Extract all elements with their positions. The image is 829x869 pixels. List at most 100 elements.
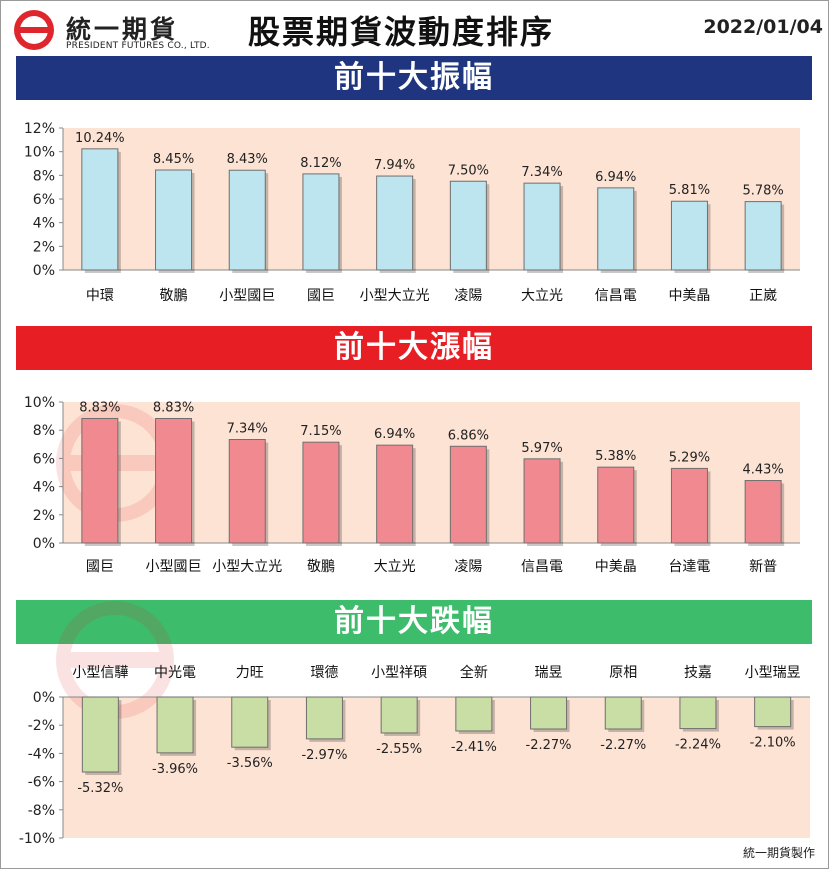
amplitude-category-label: 信昌電 <box>595 288 637 304</box>
amplitude-category-label: 凌陽 <box>454 288 482 304</box>
page-title: 股票期貨波動度排序 <box>248 13 555 51</box>
gain-value-label: 6.94% <box>374 427 415 442</box>
gain-category-label: 小型國巨 <box>146 559 202 575</box>
loss-y-tick-label: -6% <box>28 775 55 791</box>
company-sub-name: PRESIDENT FUTURES CO., LTD. <box>66 41 210 51</box>
gain-y-tick-label: 6% <box>33 451 55 467</box>
footer-credit: 統一期貨製作 <box>742 846 815 860</box>
amplitude-bar <box>376 175 414 271</box>
gain-bar <box>597 466 635 544</box>
amplitude-value-label: 8.45% <box>153 152 194 167</box>
amplitude-bar <box>523 182 561 271</box>
gain-value-label: 7.15% <box>300 424 341 439</box>
loss-category-label: 技嘉 <box>684 665 712 681</box>
loss-bar <box>754 696 792 728</box>
gain-category-label: 信昌電 <box>521 559 563 575</box>
loss-bar <box>156 696 194 754</box>
amplitude-value-label: 8.12% <box>300 156 341 171</box>
gain-bar <box>376 444 414 544</box>
amplitude-bar <box>228 169 266 271</box>
gain-value-label: 5.97% <box>521 441 562 456</box>
amplitude-y-tick-label: 4% <box>33 216 55 232</box>
loss-category-label: 小型瑞昱 <box>745 665 801 681</box>
loss-value-label: -3.96% <box>152 762 198 777</box>
amplitude-y-tick-label: 10% <box>24 145 55 161</box>
amplitude-bar <box>81 148 119 271</box>
gain-category-label: 中美晶 <box>595 559 637 575</box>
loss-value-label: -2.55% <box>376 742 422 757</box>
loss-category-label: 全新 <box>460 664 488 681</box>
gain-y-tick-label: 8% <box>33 423 55 439</box>
gain-value-label: 8.83% <box>79 400 120 415</box>
gain-y-tick-label: 10% <box>24 395 55 411</box>
gain-value-label: 8.83% <box>153 400 194 415</box>
gain-bar <box>81 417 119 544</box>
loss-bar <box>604 696 642 730</box>
company-name: 統一期貨 <box>66 15 179 44</box>
loss-category-label: 原相 <box>609 665 637 681</box>
loss-bar <box>81 696 119 773</box>
amplitude-bar <box>302 173 340 271</box>
gain-value-label: 5.38% <box>595 449 636 464</box>
gain-value-label: 6.86% <box>448 428 489 443</box>
logo-emblem-bar <box>17 27 51 33</box>
gain-bar <box>449 445 487 544</box>
amplitude-y-tick-label: 8% <box>33 168 55 184</box>
loss-bar <box>305 696 343 740</box>
loss-category-label: 瑞昱 <box>535 665 563 681</box>
amplitude-category-label: 國巨 <box>307 288 335 304</box>
amplitude-value-label: 7.94% <box>374 158 415 173</box>
loss-value-label: -2.97% <box>301 748 347 763</box>
loss-value-label: -5.32% <box>77 781 123 796</box>
loss-value-label: -3.56% <box>227 756 273 771</box>
loss-y-tick-label: -4% <box>28 746 55 762</box>
amplitude-banner: 前十大振幅 <box>16 56 812 100</box>
loss-category-label: 小型信驊 <box>72 665 128 681</box>
loss-value-label: -2.24% <box>675 738 721 753</box>
gain-bar <box>523 458 561 544</box>
gain-category-label: 新普 <box>749 559 777 575</box>
gain-y-tick-label: 2% <box>33 508 55 524</box>
gain-bar <box>670 467 708 544</box>
amplitude-category-label: 小型大立光 <box>360 288 430 304</box>
amplitude-value-label: 5.81% <box>669 183 710 198</box>
amplitude-y-tick-label: 2% <box>33 239 55 255</box>
gain-category-label: 大立光 <box>374 559 416 575</box>
amplitude-category-label: 小型國巨 <box>219 288 275 304</box>
amplitude-category-label: 中美晶 <box>668 288 710 304</box>
gain-bar <box>228 439 266 544</box>
amplitude-y-tick-label: 0% <box>33 263 55 279</box>
amplitude-value-label: 10.24% <box>75 131 125 146</box>
amplitude-bar <box>449 180 487 271</box>
gain-banner: 前十大漲幅 <box>16 326 812 370</box>
loss-y-tick-label: -2% <box>28 718 55 734</box>
amplitude-value-label: 7.34% <box>521 165 562 180</box>
gain-bar <box>302 441 340 544</box>
gain-y-tick-label: 0% <box>33 536 55 552</box>
loss-chart-title: 前十大跌幅 <box>334 604 494 639</box>
gain-value-label: 7.34% <box>227 422 268 437</box>
amplitude-category-label: 中環 <box>86 288 114 304</box>
loss-category-label: 中光電 <box>154 665 196 681</box>
amplitude-value-label: 7.50% <box>448 163 489 178</box>
amplitude-category-label: 正崴 <box>749 288 777 304</box>
loss-category-label: 環德 <box>310 665 338 681</box>
gain-category-label: 小型大立光 <box>212 559 282 575</box>
gain-value-label: 5.29% <box>669 450 710 465</box>
amplitude-value-label: 8.43% <box>227 152 268 167</box>
amplitude-bar <box>155 169 193 271</box>
loss-value-label: -2.41% <box>451 740 497 755</box>
amplitude-bar <box>744 201 782 271</box>
gain-chart-title: 前十大漲幅 <box>334 330 494 365</box>
amplitude-category-label: 敬鵬 <box>160 288 188 304</box>
loss-bar <box>455 696 493 732</box>
loss-category-label: 小型祥碩 <box>371 665 427 681</box>
amplitude-y-tick-label: 12% <box>24 121 55 137</box>
gain-category-label: 凌陽 <box>454 559 482 575</box>
loss-bar <box>530 696 568 730</box>
gain-value-label: 4.43% <box>742 463 783 478</box>
amplitude-chart-title: 前十大振幅 <box>334 60 494 95</box>
loss-value-label: -2.10% <box>750 736 796 751</box>
gain-category-label: 敬鵬 <box>307 559 335 575</box>
